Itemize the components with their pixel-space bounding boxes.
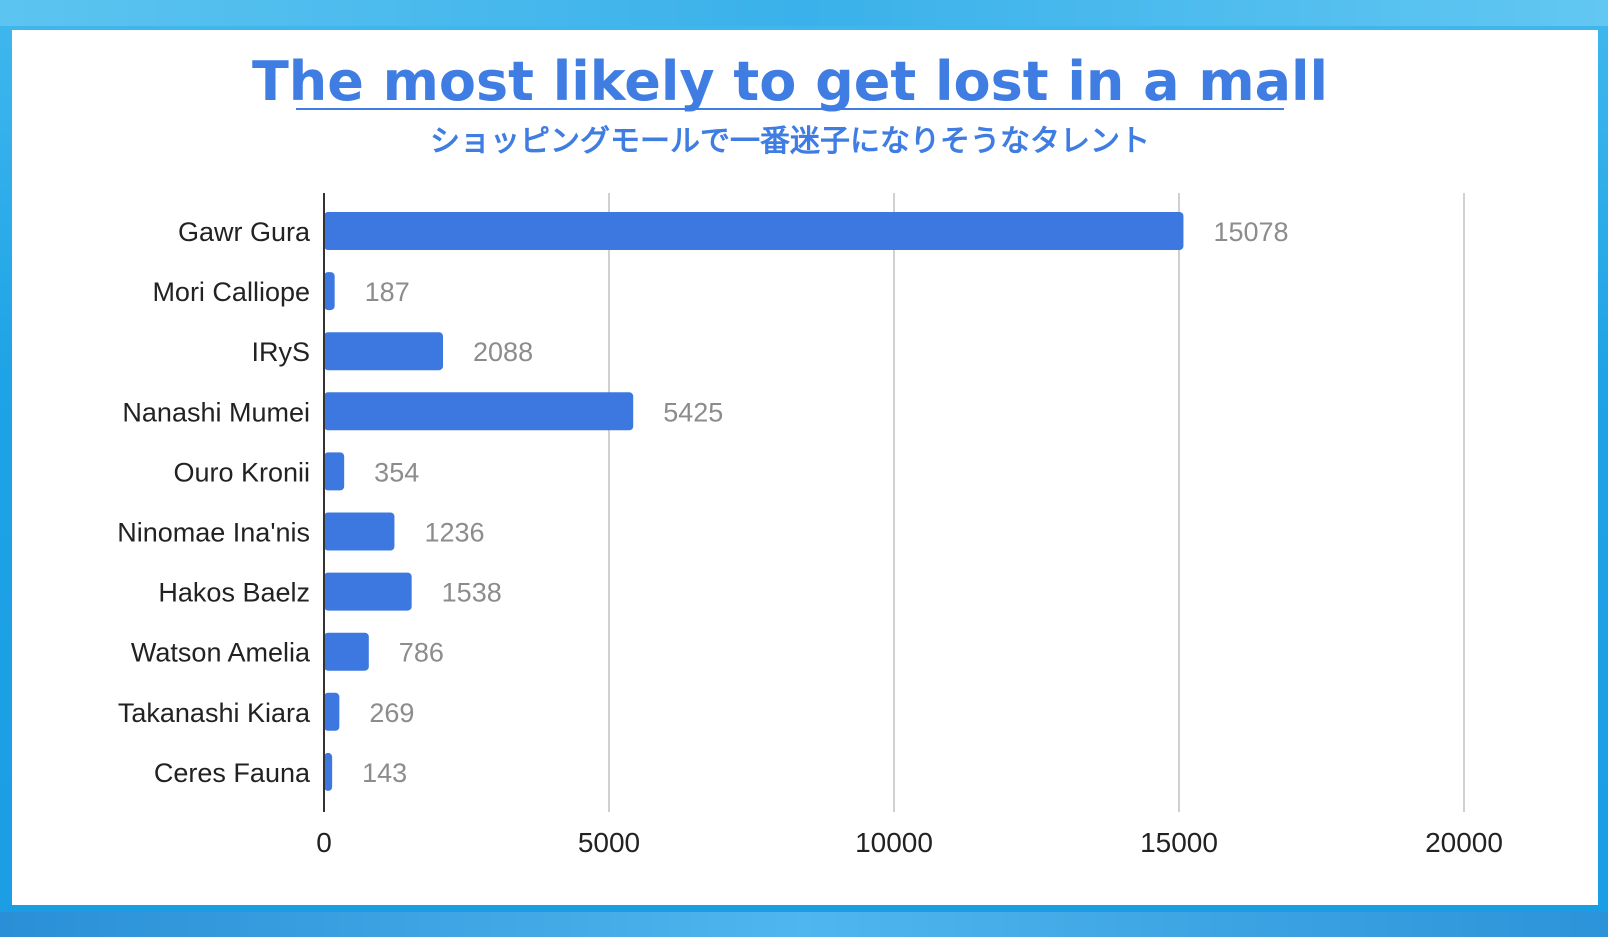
category-label: Nanashi Mumei	[122, 397, 310, 427]
value-label: 2088	[473, 337, 533, 367]
value-label: 187	[365, 277, 410, 307]
category-label: Ouro Kronii	[173, 457, 310, 487]
bar	[324, 632, 369, 671]
top-decorative-bar	[0, 0, 1608, 26]
category-label: Watson Amelia	[131, 638, 311, 668]
bar	[324, 572, 412, 611]
value-labels: 15078 187 2088 5425 354 1236 1538 786 269 143	[362, 217, 1288, 788]
bar	[324, 692, 340, 731]
x-axis-ticks: 0 5000 10000 15000 20000	[316, 827, 1503, 858]
bar	[324, 392, 634, 431]
category-label: Hakos Baelz	[158, 578, 310, 608]
category-label: Gawr Gura	[178, 217, 311, 247]
grid-lines	[608, 193, 1465, 812]
value-label: 354	[374, 457, 419, 487]
x-tick-label: 5000	[578, 827, 640, 858]
bar-series	[324, 212, 1184, 791]
value-label: 15078	[1213, 217, 1288, 247]
value-label: 1236	[424, 518, 484, 548]
category-label: Takanashi Kiara	[118, 698, 311, 728]
category-label: Ninomae Ina'nis	[117, 518, 310, 548]
value-label: 269	[369, 698, 414, 728]
x-tick-label: 0	[316, 827, 332, 858]
bar	[324, 452, 345, 491]
category-label: Ceres Fauna	[154, 758, 311, 788]
bottom-decorative-bar	[0, 912, 1608, 937]
x-tick-label: 10000	[855, 827, 933, 858]
chart-canvas: The most likely to get lost in a mall ショ…	[117, 50, 1503, 858]
bar	[324, 512, 395, 551]
value-label: 786	[399, 638, 444, 668]
chart-subtitle: ショッピングモールで一番迷子になりそうなタレント	[430, 124, 1150, 159]
bar	[324, 752, 333, 791]
bar	[324, 332, 444, 371]
value-label: 143	[362, 758, 407, 788]
bar	[324, 272, 335, 311]
category-labels: Gawr Gura Mori Calliope IRyS Nanashi Mumei O…	[117, 217, 311, 788]
x-tick-label: 15000	[1140, 827, 1218, 858]
chart-panel: The most likely to get lost in a mall ショ…	[12, 30, 1598, 905]
x-tick-label: 20000	[1425, 827, 1503, 858]
category-label: Mori Calliope	[152, 277, 310, 307]
value-label: 1538	[442, 578, 502, 608]
chart-title: The most likely to get lost in a mall	[252, 50, 1328, 113]
bar	[324, 212, 1184, 250]
category-label: IRyS	[251, 337, 310, 367]
value-label: 5425	[663, 397, 723, 427]
